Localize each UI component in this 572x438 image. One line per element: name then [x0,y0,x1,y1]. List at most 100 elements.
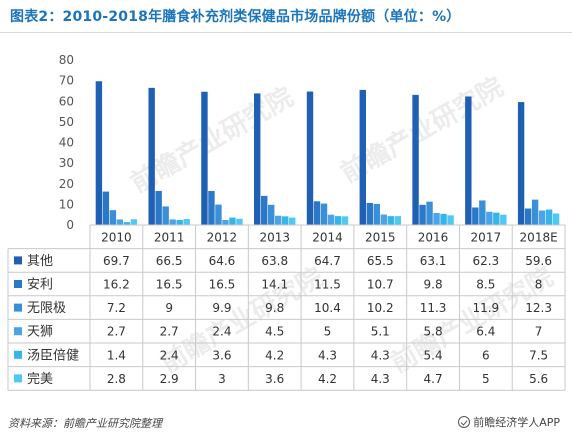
data-label: 4.3 [371,348,390,362]
y-tick-label: 40 [59,136,74,150]
bar [479,200,486,225]
data-label: 65.5 [367,254,394,268]
data-label: 9 [165,301,173,315]
legend-swatch [14,374,22,383]
bar [552,213,560,225]
data-label: 64.7 [314,254,341,268]
bar [236,218,243,225]
y-tick-label: 70 [59,74,74,88]
bar [320,203,328,225]
legend-label: 无限极 [27,301,66,316]
bar [275,215,282,225]
data-label: 3 [218,372,226,386]
bar [359,89,366,225]
data-label: 6.4 [476,325,495,339]
data-label: 3.6 [265,372,284,386]
data-label: 2.9 [160,372,179,386]
y-tick-label: 60 [59,94,74,108]
y-tick-label: 30 [59,156,74,170]
bar [261,195,268,225]
bar [433,213,440,225]
data-label: 63.8 [261,254,288,268]
legend-swatch [14,280,22,288]
x-category-label: 2014 [312,230,343,244]
bar [387,216,394,225]
bar [116,219,124,225]
bar [531,199,539,225]
y-tick-label: 10 [59,197,74,211]
data-label: 16.5 [209,278,236,292]
bar [366,202,373,225]
legend-swatch [14,303,22,312]
bar [162,206,169,225]
bar [130,219,138,225]
bar [412,94,419,225]
data-label: 9.8 [424,278,443,292]
x-category-label: 2012 [207,230,238,244]
data-label: 4.3 [371,372,390,386]
bar [517,102,525,225]
x-category-label: 2015 [365,230,396,244]
data-label: 8 [535,278,543,292]
bar [524,208,532,225]
data-label: 5 [482,372,490,386]
legend-label: 其他 [27,254,53,269]
bar [334,216,342,225]
bar [500,214,507,225]
data-label: 4.2 [265,348,284,362]
bar [465,96,472,225]
data-label: 14.1 [261,278,288,292]
data-label: 3.6 [212,348,231,362]
bar [155,190,162,225]
legend-swatch [14,327,22,336]
y-tick-label: 20 [59,177,74,191]
data-label: 9.9 [212,301,231,315]
data-label: 16.2 [103,278,130,292]
bar [545,209,553,225]
data-label: 11.9 [472,301,499,315]
bar [102,191,110,225]
data-label: 6 [482,348,490,362]
bar [380,214,387,225]
data-label: 9.8 [265,301,284,315]
data-label: 4.2 [318,372,337,386]
bar [254,93,261,225]
bar [394,216,401,225]
bar [183,219,190,225]
x-category-label: 2016 [418,230,449,244]
data-label: 2.7 [160,325,179,339]
data-label: 5.8 [424,325,443,339]
title-divider [0,32,572,33]
bar [229,217,236,225]
x-category-label: 2013 [259,230,290,244]
bar [109,210,117,225]
bar [201,91,208,225]
chart-title: 图表2：2010-2018年膳食补充剂类保健品市场品牌份额（单位：%） [10,9,461,25]
bar [419,204,426,225]
data-label: 8.5 [476,278,495,292]
y-tick-label: 80 [59,53,74,67]
x-category-label: 2011 [154,230,185,244]
bar [306,91,314,225]
bar [538,210,546,225]
bar [268,204,275,225]
bar [313,201,321,225]
legend-label: 天狮 [27,325,53,340]
bar [176,220,183,225]
data-label: 7.5 [529,348,548,362]
bar [472,207,479,225]
bar [440,213,447,225]
bar [222,220,229,225]
data-label: 5 [324,325,332,339]
bar [426,201,433,225]
bar [486,211,493,225]
bar [493,212,500,226]
data-label: 59.6 [525,254,552,268]
bar [282,216,289,225]
data-label: 62.3 [472,254,499,268]
data-label: 5.1 [371,325,390,339]
data-label: 69.7 [103,254,130,268]
legend-label: 完美 [27,372,53,387]
data-label: 10.2 [367,301,394,315]
data-label: 1.4 [107,348,126,362]
